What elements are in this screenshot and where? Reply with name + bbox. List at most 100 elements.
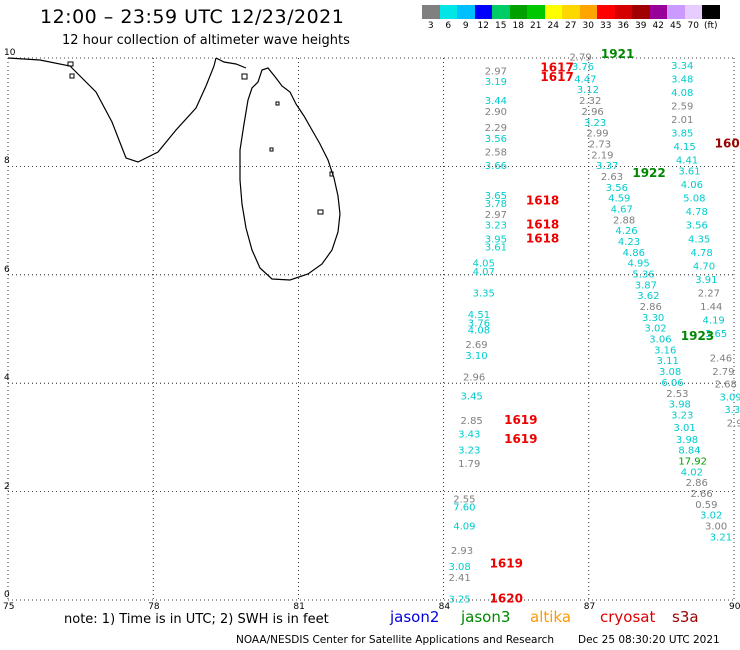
wave-height-label: 3.08 bbox=[448, 562, 470, 573]
wave-height-label: 4.35 bbox=[688, 234, 710, 245]
legend-swatch bbox=[474, 5, 492, 19]
y-tick-label: 0 bbox=[4, 590, 10, 600]
wave-height-label: 2.79 bbox=[712, 367, 734, 378]
wave-height-label: 2.93 bbox=[451, 546, 473, 557]
y-tick-label: 4 bbox=[4, 373, 10, 384]
credit-text: NOAA/NESDIS Center for Satellite Applica… bbox=[236, 634, 554, 646]
wave-height-label: 3.33 bbox=[724, 405, 740, 416]
wave-height-label: 2.68 bbox=[715, 380, 737, 391]
satellite-name: altika bbox=[530, 608, 572, 626]
legend-label: 42 bbox=[652, 21, 664, 31]
pass-time-label: 1922 bbox=[632, 166, 665, 180]
legend-item: 45 bbox=[667, 5, 685, 31]
legend-label: 30 bbox=[582, 21, 594, 31]
wave-height-label: 3.56 bbox=[686, 221, 708, 232]
wave-height-label: 3.06 bbox=[649, 335, 671, 346]
pass-time-label: 1618 bbox=[526, 218, 559, 232]
wave-height-label: 4.78 bbox=[690, 248, 712, 259]
wave-height-label: 3.21 bbox=[710, 532, 732, 543]
satellite-name: cryosat bbox=[600, 608, 656, 626]
map-subtitle: 12 hour collection of altimeter wave hei… bbox=[62, 33, 350, 48]
pass-time-label: 1617 bbox=[540, 70, 573, 84]
wave-height-label: 2.58 bbox=[485, 148, 507, 159]
pass-time-label: 1617 bbox=[540, 61, 573, 75]
wave-height-label: 3.98 bbox=[676, 435, 698, 446]
wave-height-label: 3.12 bbox=[577, 85, 599, 96]
legend-item: 42 bbox=[649, 5, 667, 31]
wave-height-label: 2.97 bbox=[485, 210, 507, 221]
pass-time-label: 1619 bbox=[490, 556, 523, 570]
wave-height-label: 3.62 bbox=[637, 291, 659, 302]
legend-label: 27 bbox=[565, 21, 577, 31]
legend-item: (ft) bbox=[702, 5, 720, 31]
legend-item: 24 bbox=[544, 5, 562, 31]
pass-time-label: 1923 bbox=[681, 329, 714, 343]
legend-label: 39 bbox=[635, 21, 647, 31]
wave-height-label: 3.61 bbox=[485, 242, 507, 253]
legend-item: 70 bbox=[684, 5, 702, 31]
legend-swatch bbox=[544, 5, 562, 19]
legend-label: 18 bbox=[512, 21, 524, 31]
satellite-name: s3a bbox=[672, 608, 699, 626]
wave-height-label: 3.56 bbox=[485, 134, 507, 145]
legend-swatch bbox=[667, 5, 685, 19]
wave-height-label: 4.78 bbox=[686, 207, 708, 218]
wave-height-label: 3.02 bbox=[644, 324, 666, 335]
wave-height-label: 2.66 bbox=[690, 489, 712, 500]
wave-height-label: 4.05 bbox=[473, 259, 495, 270]
legend-item: 39 bbox=[632, 5, 650, 31]
wave-height-label: 2.86 bbox=[686, 478, 708, 489]
wave-height-label: 2.96 bbox=[463, 372, 485, 383]
legend-swatch bbox=[597, 5, 615, 19]
wave-height-label: 2.88 bbox=[613, 215, 635, 226]
legend-label: 70 bbox=[687, 21, 699, 31]
map-title: 12:00 – 23:59 UTC 12/23/2021 bbox=[40, 6, 345, 28]
wave-height-label: 4.06 bbox=[681, 180, 703, 191]
wave-height-label: 3.85 bbox=[671, 129, 693, 140]
wave-height-label: 4.51 bbox=[468, 310, 490, 321]
wave-height-label: 3.76 bbox=[468, 318, 490, 329]
wave-height-label: 3.91 bbox=[695, 275, 717, 286]
wave-height-label: 8.84 bbox=[678, 446, 700, 457]
legend-label: 36 bbox=[617, 21, 629, 31]
wave-observations: 2.973.193.442.902.293.562.583.663.653.78… bbox=[448, 53, 740, 606]
wave-height-label: 1.44 bbox=[700, 302, 722, 313]
pass-time-label: 1618 bbox=[526, 231, 559, 245]
legend-item: 27 bbox=[562, 5, 580, 31]
wave-height-label: 17.92 bbox=[678, 457, 707, 468]
legend-swatch bbox=[527, 5, 545, 19]
legend-label: 24 bbox=[547, 21, 559, 31]
x-tick-label: 87 bbox=[583, 602, 596, 612]
x-tick-label: 78 bbox=[148, 602, 160, 612]
wave-height-label: 3.48 bbox=[671, 74, 693, 85]
wave-height-label: 2.90 bbox=[485, 107, 507, 118]
wave-height-label: 3.87 bbox=[635, 280, 657, 291]
wave-height-label: 3.45 bbox=[461, 391, 483, 402]
y-tick-label: 6 bbox=[4, 264, 10, 275]
wave-height-label: 3.08 bbox=[659, 367, 681, 378]
wave-height-label: 4.59 bbox=[608, 194, 630, 205]
wave-height-label: 3.11 bbox=[657, 356, 679, 367]
wave-height-label: 3.23 bbox=[458, 446, 480, 457]
legend-swatch bbox=[422, 5, 440, 19]
legend-label: 9 bbox=[462, 21, 469, 31]
pass-time-label: 1618 bbox=[526, 193, 559, 207]
wave-height-label: 3.25 bbox=[448, 595, 470, 606]
satellite-name: jason3 bbox=[461, 608, 511, 626]
wave-height-label: 2.32 bbox=[579, 96, 601, 107]
pass-time-label: 1921 bbox=[601, 47, 634, 61]
wave-height-label: 4.08 bbox=[671, 88, 693, 99]
wave-height-label: 4.02 bbox=[681, 467, 703, 478]
wave-height-label: 4.09 bbox=[453, 522, 475, 533]
y-tick-label: 10 bbox=[4, 48, 16, 58]
wave-height-label: 4.15 bbox=[674, 142, 696, 153]
wave-height-label: 3.61 bbox=[678, 167, 700, 178]
wave-height-label: 2.86 bbox=[640, 302, 662, 313]
wave-height-label: 3.66 bbox=[485, 161, 507, 172]
legend-swatch bbox=[649, 5, 667, 19]
legend-item: 15 bbox=[492, 5, 510, 31]
legend-item: 36 bbox=[614, 5, 632, 31]
wave-height-label: 3.02 bbox=[700, 511, 722, 522]
wave-height-label: 3.43 bbox=[458, 429, 480, 440]
